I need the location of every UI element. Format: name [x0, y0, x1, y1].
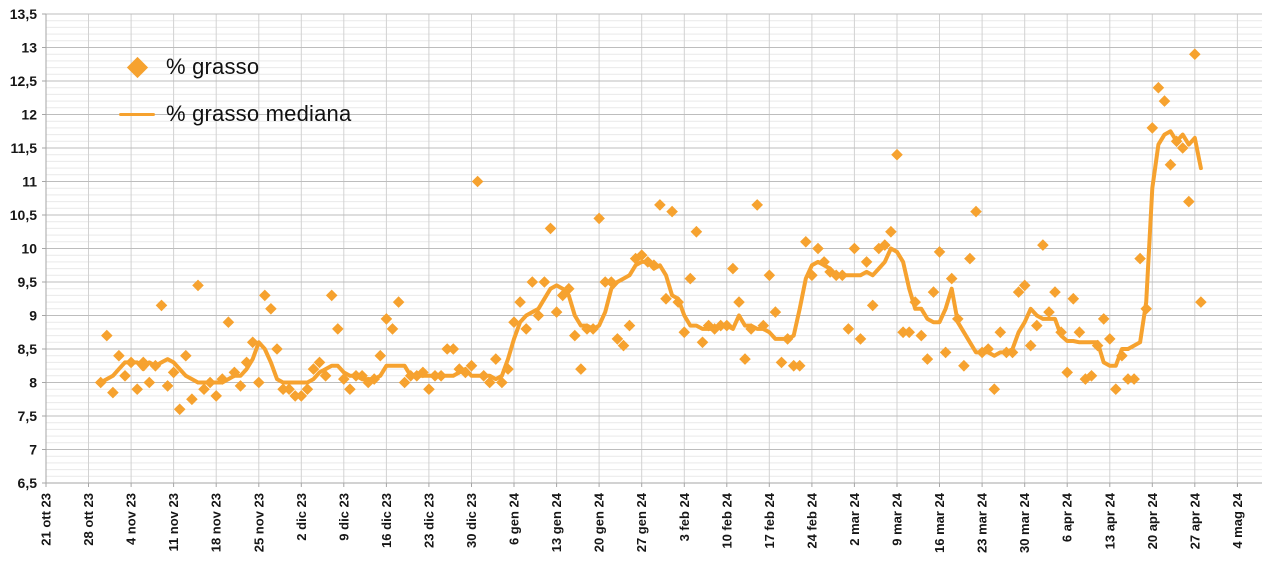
minor-gridlines [46, 20, 1262, 477]
svg-text:9,5: 9,5 [18, 274, 38, 290]
svg-text:11: 11 [22, 174, 37, 190]
svg-text:2 mar 24: 2 mar 24 [847, 492, 862, 546]
svg-text:11 nov 23: 11 nov 23 [166, 493, 181, 552]
svg-text:28 ott 23: 28 ott 23 [81, 493, 96, 546]
axes [42, 13, 1262, 487]
svg-text:24 feb 24: 24 feb 24 [804, 492, 819, 548]
svg-text:18 nov 23: 18 nov 23 [209, 493, 224, 552]
median-line-series [98, 129, 1203, 385]
svg-text:10 feb 24: 10 feb 24 [719, 492, 734, 548]
svg-text:13: 13 [21, 40, 37, 56]
svg-text:9 dic 23: 9 dic 23 [336, 493, 351, 541]
svg-text:16 dic 23: 16 dic 23 [379, 493, 394, 548]
svg-text:2 dic 23: 2 dic 23 [294, 493, 309, 541]
svg-text:20 apr 24: 20 apr 24 [1145, 492, 1160, 549]
svg-text:6,5: 6,5 [18, 475, 38, 491]
svg-text:10,5: 10,5 [10, 207, 37, 223]
svg-text:16 mar 24: 16 mar 24 [932, 492, 947, 553]
svg-text:25 nov 23: 25 nov 23 [251, 493, 266, 552]
svg-text:27 gen 24: 27 gen 24 [634, 492, 649, 552]
svg-text:17 feb 24: 17 feb 24 [762, 492, 777, 548]
svg-text:12,5: 12,5 [10, 73, 37, 89]
svg-text:4 nov 23: 4 nov 23 [124, 493, 139, 545]
svg-text:12: 12 [21, 107, 37, 123]
y-axis-labels: 13,5 13 12,5 12 11,5 11 10,5 10 9,5 9 8,5 8 7,5 7 6,5 [10, 6, 37, 491]
svg-text:8,5: 8,5 [18, 341, 38, 357]
svg-text:23 mar 24: 23 mar 24 [975, 492, 990, 553]
svg-text:7: 7 [29, 442, 37, 458]
svg-text:9: 9 [29, 308, 37, 324]
svg-text:30 dic 23: 30 dic 23 [464, 493, 479, 548]
svg-text:11,5: 11,5 [11, 140, 38, 156]
svg-text:10: 10 [21, 241, 37, 257]
svg-text:6 gen 24: 6 gen 24 [507, 492, 522, 545]
svg-text:13,5: 13,5 [10, 6, 37, 22]
svg-text:13 gen 24: 13 gen 24 [549, 492, 564, 552]
svg-text:3 feb 24: 3 feb 24 [677, 492, 692, 541]
svg-text:23 dic 23: 23 dic 23 [421, 493, 436, 548]
svg-text:20 gen 24: 20 gen 24 [592, 492, 607, 552]
svg-text:9 mar 24: 9 mar 24 [890, 492, 905, 546]
svg-text:21 ott 23: 21 ott 23 [39, 493, 54, 546]
svg-text:30 mar 24: 30 mar 24 [1017, 492, 1032, 553]
x-axis-labels: 21 ott 23 28 ott 23 4 nov 23 11 nov 23 18 no… [39, 492, 1245, 553]
svg-text:7,5: 7,5 [18, 408, 38, 424]
svg-text:4 mag 24: 4 mag 24 [1230, 492, 1245, 548]
svg-text:13 apr 24: 13 apr 24 [1102, 492, 1117, 549]
svg-text:27 apr 24: 27 apr 24 [1187, 492, 1202, 549]
svg-text:8: 8 [29, 375, 37, 391]
svg-text:6 apr 24: 6 apr 24 [1060, 492, 1075, 542]
major-gridlines [46, 13, 1262, 484]
scatter-series [94, 48, 1207, 416]
